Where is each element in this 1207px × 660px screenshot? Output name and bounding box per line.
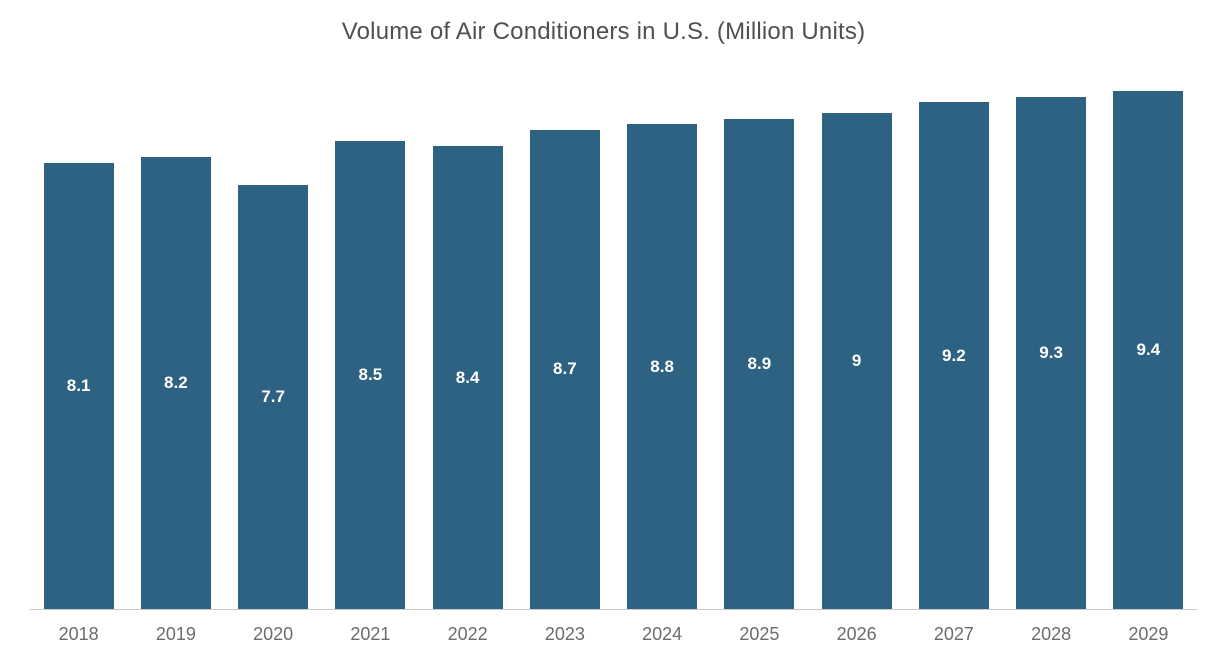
bar: 8.1	[44, 163, 114, 609]
x-tick-label: 2021	[322, 610, 419, 660]
bar-value-label: 9.3	[1039, 343, 1063, 363]
bar-slot: 8.7	[516, 80, 613, 609]
bar: 8.5	[335, 141, 405, 609]
bar-value-label: 8.7	[553, 359, 577, 379]
bar: 9.4	[1113, 91, 1183, 609]
bar-slot: 9.3	[1003, 80, 1100, 609]
x-tick-label: 2023	[516, 610, 613, 660]
bar-slot: 9.4	[1100, 80, 1197, 609]
bar-slot: 8.5	[322, 80, 419, 609]
bar: 8.7	[530, 130, 600, 609]
bar-value-label: 8.1	[67, 376, 91, 396]
x-tick-label: 2024	[614, 610, 711, 660]
bar-chart: Volume of Air Conditioners in U.S. (Mill…	[0, 0, 1207, 660]
bar-slot: 7.7	[225, 80, 322, 609]
bar-slot: 8.9	[711, 80, 808, 609]
bars-container: 8.1 8.2 7.7 8.5 8.4 8.7 8.8 8.9 9 9.2 9.3 9.4	[30, 80, 1197, 609]
x-tick-label: 2022	[419, 610, 516, 660]
plot-area: 8.1 8.2 7.7 8.5 8.4 8.7 8.8 8.9 9 9.2 9.3 9.4	[30, 80, 1197, 610]
x-tick-label: 2028	[1003, 610, 1100, 660]
bar-value-label: 9.4	[1137, 340, 1161, 360]
bar-slot: 8.4	[419, 80, 516, 609]
bar: 8.2	[141, 157, 211, 609]
bar: 9	[822, 113, 892, 609]
x-axis: 2018201920202021202220232024202520262027…	[30, 610, 1197, 660]
x-tick-label: 2020	[225, 610, 322, 660]
bar-value-label: 8.8	[650, 357, 674, 377]
bar-value-label: 7.7	[261, 387, 285, 407]
bar: 7.7	[238, 185, 308, 609]
chart-title: Volume of Air Conditioners in U.S. (Mill…	[0, 18, 1207, 46]
bar-value-label: 8.9	[748, 354, 772, 374]
bar-value-label: 8.5	[359, 365, 383, 385]
x-tick-label: 2026	[808, 610, 905, 660]
bar-slot: 8.2	[127, 80, 224, 609]
x-tick-label: 2029	[1100, 610, 1197, 660]
bar-slot: 8.1	[30, 80, 127, 609]
x-tick-label: 2025	[711, 610, 808, 660]
x-tick-label: 2027	[905, 610, 1002, 660]
x-tick-label: 2019	[127, 610, 224, 660]
bar: 8.4	[433, 146, 503, 609]
bar: 8.8	[627, 124, 697, 609]
bar-value-label: 8.4	[456, 368, 480, 388]
bar-value-label: 8.2	[164, 373, 188, 393]
bar: 9.2	[919, 102, 989, 609]
bar-slot: 9	[808, 80, 905, 609]
bar: 8.9	[724, 119, 794, 609]
x-tick-label: 2018	[30, 610, 127, 660]
bar-slot: 8.8	[614, 80, 711, 609]
bar: 9.3	[1016, 97, 1086, 609]
bar-slot: 9.2	[905, 80, 1002, 609]
bar-value-label: 9	[852, 351, 861, 371]
bar-value-label: 9.2	[942, 346, 966, 366]
